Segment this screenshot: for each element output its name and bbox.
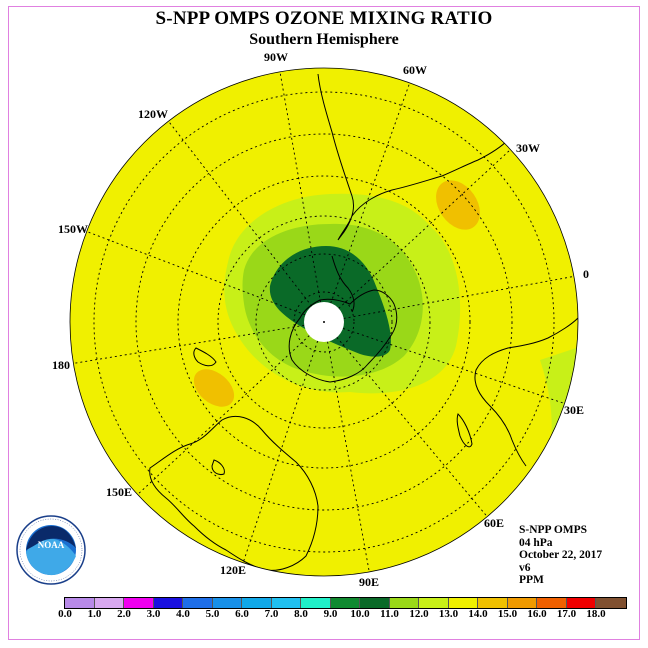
lon-label-60e: 60E <box>484 516 504 530</box>
colorbar <box>64 597 627 609</box>
colorbar-tick-label: 18.0 <box>586 608 606 620</box>
meridian-90w <box>279 71 325 323</box>
orange-patch-pacific <box>193 369 235 407</box>
lon-label-150e: 150E <box>106 485 132 499</box>
colorbar-tick-label: 15.0 <box>497 608 518 620</box>
lat-circle-80s <box>293 291 355 353</box>
colorbar-swatch <box>271 598 301 608</box>
meridian-120w <box>165 117 325 323</box>
map-outline <box>69 67 579 577</box>
map-subtitle: Southern Hemisphere <box>249 31 399 48</box>
colorbar-tick-label: 2.0 <box>117 608 131 620</box>
colorbar-tick-label: 1.0 <box>87 608 102 620</box>
lat-circle-30s <box>93 91 555 553</box>
colorbar-swatch <box>596 598 626 608</box>
meridian-30w <box>323 149 511 323</box>
colorbar-swatch <box>330 598 360 608</box>
colorbar-tick-label: 8.0 <box>294 608 308 620</box>
new-zealand-coast <box>193 347 217 367</box>
colorbar-swatch <box>360 598 390 608</box>
antarctica-coast <box>288 289 398 383</box>
colorbar-swatch <box>448 598 478 608</box>
lon-label-120e: 120E <box>220 563 246 577</box>
colorbar-swatch <box>242 598 272 608</box>
antarctic-peninsula-coast <box>331 255 355 313</box>
colorbar-tick-label: 17.0 <box>556 608 577 620</box>
info-instrument: S-NPP OMPS <box>519 524 588 536</box>
info-version: v6 <box>519 561 531 574</box>
colorbar-tick-label: 11.0 <box>380 608 399 620</box>
colorbar-tick-label: 14.0 <box>468 608 488 620</box>
colorbar-tick-label: 5.0 <box>205 608 220 620</box>
coastlines <box>149 73 578 571</box>
colorbar-swatch <box>566 598 596 608</box>
colorbar-swatch <box>389 598 419 608</box>
lon-label-30w: 30W <box>516 141 540 155</box>
tasmania-coast <box>211 459 225 475</box>
dark-green-core <box>269 246 391 357</box>
lon-label-60w: 60W <box>403 63 427 77</box>
colorbar-swatch <box>419 598 449 608</box>
meridian-150w <box>87 231 325 323</box>
colorbar-tick-label: 7.0 <box>264 608 279 620</box>
lon-label-90e: 90E <box>359 575 379 589</box>
colorbar-ticks: 0.0 1.0 2.0 3.0 4.0 5.0 6.0 7.0 8.0 9.0 10.0 11.0 12… <box>0 608 648 624</box>
colorbar-tick-label: 9.0 <box>323 608 338 620</box>
meridian-60e <box>323 321 491 521</box>
lon-label-120w: 120W <box>138 107 168 121</box>
madagascar-coast <box>456 413 473 448</box>
figure-frame <box>8 6 640 640</box>
product-info: S-NPP OMPS 04 hPa October 22, 2017 v6 PP… <box>519 524 602 587</box>
lon-label-0: 0 <box>583 267 589 281</box>
colorbar-tick-label: 0.0 <box>58 608 72 620</box>
orange-patch-atlantic <box>436 180 480 230</box>
colorbar-swatch <box>124 598 154 608</box>
colorbar-tick-label: 12.0 <box>409 608 429 620</box>
meridian-90e <box>323 321 371 576</box>
colorbar-swatch <box>153 598 183 608</box>
colorbar-swatch <box>65 598 95 608</box>
colorbar-tick-label: 6.0 <box>235 608 249 620</box>
south-america-coast <box>317 73 527 241</box>
colorbar-swatch <box>507 598 537 608</box>
lat-circle-40s <box>135 133 513 511</box>
noaa-logo-text: NOAA <box>38 540 65 550</box>
info-date: October 22, 2017 <box>519 549 603 561</box>
lat-circle-60s <box>217 215 431 429</box>
lat-circle-70s <box>255 253 393 391</box>
colorbar-tick-label: 4.0 <box>176 608 190 620</box>
lon-label-90w: 90W <box>264 50 288 64</box>
australia-coast <box>149 415 319 571</box>
lon-label-180: 180 <box>52 358 70 372</box>
colorbar-swatch <box>94 598 124 608</box>
colorbar-swatch <box>478 598 508 608</box>
lon-label-30e: 30E <box>564 403 584 417</box>
info-level: 04 hPa <box>519 536 553 549</box>
info-units: PPM <box>519 574 544 586</box>
colorbar-swatch <box>537 598 567 608</box>
colorbar-tick-label: 16.0 <box>527 608 547 620</box>
colorbar-swatch <box>301 598 331 608</box>
colorbar-tick-label: 3.0 <box>146 608 161 620</box>
meridians <box>70 71 577 576</box>
lat-circle-50s <box>177 175 471 469</box>
colorbar-swatch <box>212 598 242 608</box>
colorbar-tick-label: 13.0 <box>438 608 459 620</box>
pole-dots <box>323 321 325 323</box>
latitude-circles <box>93 91 555 553</box>
colorbar-swatch <box>183 598 213 608</box>
africa-coast <box>474 317 578 467</box>
colorbar-tick-label: 10.0 <box>350 608 370 620</box>
lon-label-150w: 150W <box>58 222 88 236</box>
noaa-logo: NOAA <box>16 515 86 585</box>
map-title: S-NPP OMPS OZONE MIXING RATIO <box>155 8 493 29</box>
